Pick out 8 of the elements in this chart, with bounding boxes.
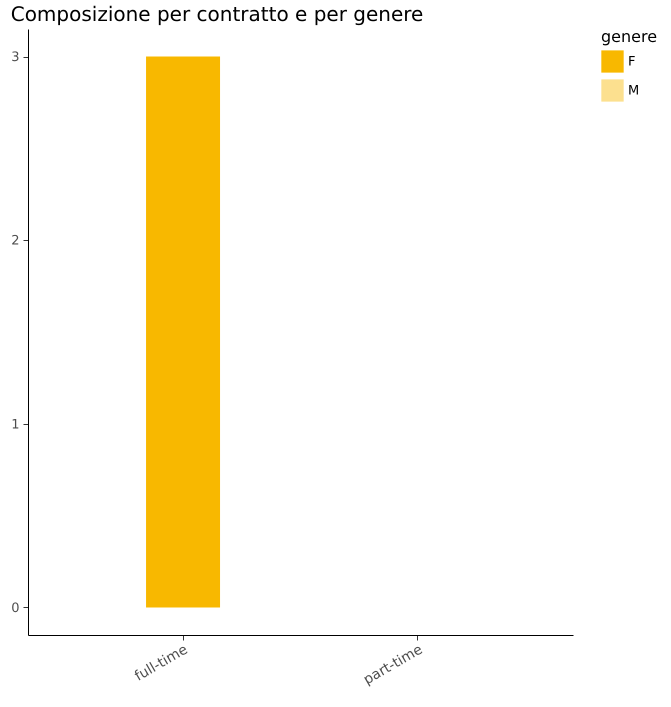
legend-label: F <box>628 54 636 70</box>
y-tick-label: 0 <box>11 600 20 616</box>
y-tick-label: 1 <box>11 417 20 432</box>
legend-label: M <box>628 84 640 98</box>
y-tick-label: 2 <box>11 234 20 249</box>
legend-title: genere <box>601 27 658 46</box>
y-tick-label: 3 <box>11 50 20 66</box>
chart-title: Composizione per contratto e per genere <box>10 2 424 26</box>
